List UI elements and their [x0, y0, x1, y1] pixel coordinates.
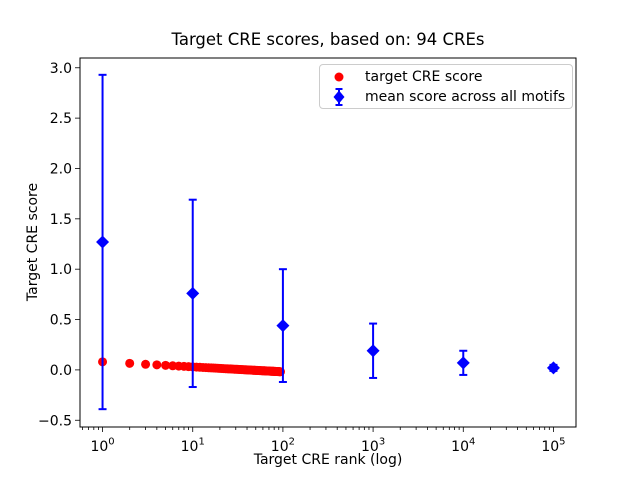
- y-tick-label: −0.5: [38, 413, 72, 429]
- mean-score-diamond: [456, 356, 470, 370]
- mean-score-diamond: [276, 319, 290, 333]
- y-axis-label: Target CRE score: [25, 182, 41, 302]
- series-mean-score: [96, 73, 560, 411]
- target-score-point: [161, 360, 171, 370]
- x-major-ticks: [102, 427, 554, 432]
- chart-title: Target CRE scores, based on: 94 CREs: [171, 30, 485, 49]
- legend-item-target-cre-score: target CRE score: [323, 67, 572, 87]
- plot-spines: [79, 57, 577, 428]
- legend-diamond-errorbar-marker-icon: [333, 88, 345, 106]
- y-tick-label: 1.0: [50, 262, 72, 278]
- legend: target CRE score mean score across all m…: [319, 64, 573, 109]
- target-score-point: [141, 359, 151, 369]
- y-tick-label: 0.0: [50, 363, 72, 379]
- legend-label-target-cre-score: target CRE score: [365, 69, 483, 85]
- y-major-ticks: [75, 67, 80, 421]
- x-axis-label: Target CRE rank (log): [253, 452, 403, 468]
- target-score-point: [152, 360, 162, 370]
- legend-item-mean-score: mean score across all motifs: [323, 87, 572, 107]
- mean-score-diamond: [96, 235, 110, 249]
- legend-circle-marker-icon: [334, 72, 344, 82]
- mean-score-diamond: [186, 286, 200, 300]
- legend-label-mean-score: mean score across all motifs: [365, 89, 566, 105]
- mean-score-diamond: [546, 361, 560, 375]
- mean-score-diamond: [366, 344, 380, 358]
- y-tick-label: 3.0: [50, 61, 72, 77]
- y-tick-label: 2.5: [50, 111, 72, 127]
- y-tick-label: 2.0: [50, 161, 72, 177]
- y-tick-label: 0.5: [50, 313, 72, 329]
- target-score-point: [125, 358, 135, 368]
- series-target-cre-score: [98, 357, 285, 377]
- y-tick-labels: −0.5 0.0 0.5 1.0 1.5 2.0 2.5 3.0: [38, 61, 72, 429]
- y-tick-label: 1.5: [50, 212, 72, 228]
